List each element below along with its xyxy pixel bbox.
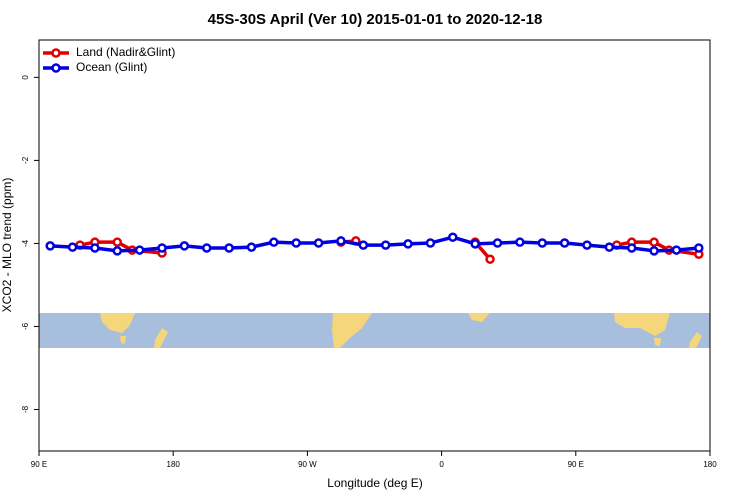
legend-label: Ocean (Glint) bbox=[76, 60, 147, 74]
y-tick-label: -2 bbox=[21, 156, 30, 164]
map-band bbox=[39, 313, 710, 348]
point bbox=[425, 238, 436, 248]
plot-frame bbox=[38, 39, 711, 452]
legend-marker bbox=[51, 48, 61, 58]
point bbox=[269, 237, 279, 247]
y-axis-label: XCO2 - MLO trend (ppm) bbox=[0, 178, 14, 313]
point bbox=[67, 242, 78, 252]
x-tick-label: 180 bbox=[703, 460, 717, 469]
point bbox=[246, 242, 257, 252]
y-tick-label: -6 bbox=[21, 322, 30, 330]
y-tick-label: -8 bbox=[21, 405, 30, 413]
point bbox=[559, 238, 570, 248]
point bbox=[313, 238, 324, 248]
point bbox=[604, 242, 615, 252]
chart-title: 45S-30S April (Ver 10) 2015-01-01 to 202… bbox=[208, 11, 543, 28]
point bbox=[157, 243, 167, 253]
x-axis-label: Longitude (deg E) bbox=[327, 476, 422, 490]
x-tick-label: 90 E bbox=[31, 460, 47, 469]
point bbox=[694, 243, 704, 253]
point bbox=[224, 243, 234, 253]
point bbox=[134, 245, 145, 255]
point bbox=[202, 243, 212, 253]
point bbox=[45, 241, 55, 251]
point bbox=[403, 239, 413, 249]
point bbox=[582, 240, 592, 250]
point bbox=[485, 254, 495, 264]
x-tick-label: 0 bbox=[439, 460, 444, 469]
point bbox=[649, 246, 659, 256]
point bbox=[671, 245, 682, 255]
point bbox=[336, 236, 346, 246]
point bbox=[90, 243, 100, 253]
x-tick-label: 90 E bbox=[568, 460, 584, 469]
legend-marker bbox=[51, 63, 61, 73]
y-tick-label: -4 bbox=[21, 239, 30, 247]
point bbox=[179, 241, 190, 251]
point bbox=[649, 237, 659, 247]
point bbox=[448, 232, 458, 242]
point bbox=[291, 238, 301, 248]
point bbox=[492, 238, 503, 248]
point bbox=[112, 246, 123, 256]
series-line bbox=[50, 235, 699, 253]
x-tick-label: 90 W bbox=[298, 460, 317, 469]
point bbox=[626, 243, 637, 253]
point bbox=[358, 240, 369, 250]
x-tick-label: 180 bbox=[167, 460, 181, 469]
point bbox=[515, 237, 525, 247]
point bbox=[470, 239, 480, 249]
legend-label: Land (Nadir&Glint) bbox=[76, 45, 175, 59]
point bbox=[112, 237, 123, 247]
point bbox=[537, 238, 547, 248]
y-tick-label: 0 bbox=[21, 75, 30, 80]
point bbox=[380, 240, 391, 250]
